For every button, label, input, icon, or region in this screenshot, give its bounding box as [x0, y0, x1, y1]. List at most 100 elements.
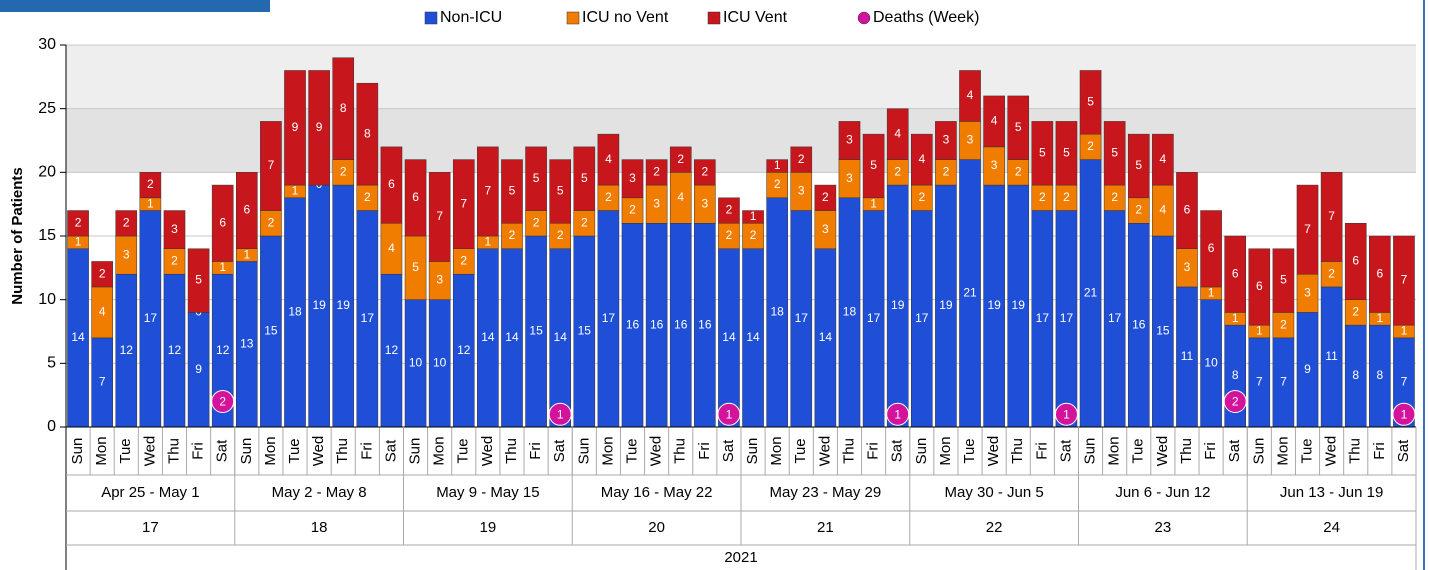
data-label: 17 [1036, 311, 1050, 325]
death-marker [548, 402, 572, 426]
x-tick-label: Thu [1178, 438, 1195, 464]
x-tick-label: Wed [141, 436, 158, 467]
data-label: 3 [991, 158, 998, 172]
x-tick-label: Fri [358, 442, 375, 460]
data-label: 2 [701, 165, 708, 179]
data-label: 5 [533, 171, 540, 185]
data-label: 14 [505, 330, 519, 344]
week-number-label: 22 [986, 519, 1003, 536]
data-label: 5 [412, 260, 419, 274]
x-tick-label: Sun [1082, 438, 1099, 465]
data-label: 13 [240, 336, 254, 350]
data-label: 9 [195, 362, 202, 376]
data-label: 19 [1012, 298, 1026, 312]
data-label: 17 [361, 311, 375, 325]
x-tick-label: Thu [840, 438, 857, 464]
data-label: 7 [268, 158, 275, 172]
bar-segment [935, 121, 957, 160]
x-tick-label: Mon [1274, 436, 1291, 465]
x-tick-label: Wed [479, 436, 496, 467]
week-number-label: 19 [480, 519, 497, 536]
x-tick-label: Tue [961, 438, 978, 463]
data-label: 1 [147, 196, 154, 210]
bar-segment [308, 70, 330, 186]
data-label: 14 [819, 330, 833, 344]
data-label: 11 [1181, 349, 1194, 363]
data-label: 16 [674, 317, 688, 331]
data-label: 2 [509, 228, 516, 242]
data-label: 2 [750, 228, 757, 242]
bar-segment [187, 248, 210, 313]
x-tick-label: Fri [696, 442, 713, 460]
bar-segment [260, 121, 282, 211]
bar-segment [236, 172, 258, 249]
data-label: 17 [144, 311, 158, 325]
data-label: 4 [967, 88, 974, 102]
bar-segment [645, 159, 668, 186]
data-label: 19 [337, 298, 351, 312]
data-label: 6 [243, 203, 250, 217]
data-label: 2 [75, 215, 82, 229]
data-label: 2 [1015, 165, 1022, 179]
death-marker [1392, 402, 1416, 426]
bar-segment [911, 133, 933, 186]
data-label: 12 [385, 343, 399, 357]
data-label: 1 [1232, 311, 1239, 325]
x-tick-label: Mon [431, 436, 448, 465]
x-tick-label: Sun [744, 438, 761, 465]
data-label: 1 [292, 184, 299, 198]
bar-segment [814, 184, 837, 211]
x-tick-label: Sun [913, 438, 930, 465]
x-tick-label: Thu [672, 438, 689, 464]
data-label: 3 [822, 222, 829, 236]
data-label: 18 [770, 305, 784, 319]
x-tick-label: Mon [937, 436, 954, 465]
bar-segment [211, 184, 234, 262]
x-tick-label: Tue [623, 438, 640, 463]
data-label: 2 [774, 177, 781, 191]
x-tick-label: Fri [527, 442, 544, 460]
data-label: 1 [750, 209, 757, 223]
header-strip [0, 0, 270, 12]
data-label: 17 [1060, 311, 1074, 325]
x-tick-label: Mon [599, 436, 616, 465]
data-label: 4 [388, 241, 395, 255]
data-label: 2 [605, 190, 612, 204]
data-label: 15 [1156, 324, 1170, 338]
x-tick-label: Fri [865, 442, 882, 460]
data-label: 5 [581, 171, 588, 185]
data-label: 1 [243, 247, 250, 261]
data-label: 2 [460, 254, 467, 268]
week-range-label: May 9 - May 15 [436, 484, 539, 501]
death-label: 2 [219, 395, 226, 409]
bar-segment [669, 146, 692, 173]
data-label: 5 [1015, 120, 1022, 134]
data-label: 4 [991, 114, 998, 128]
bar-segment [718, 197, 740, 224]
data-label: 2 [123, 215, 130, 229]
data-label: 2 [268, 215, 275, 229]
death-label: 1 [894, 407, 901, 421]
data-label: 7 [1256, 375, 1263, 389]
data-label: 1 [870, 196, 877, 210]
x-tick-label: Thu [1009, 438, 1026, 464]
data-label: 7 [1328, 209, 1335, 223]
bar-segment [1344, 223, 1367, 300]
x-tick-label: Thu [334, 438, 351, 464]
legend-marker [566, 11, 580, 25]
data-label: 3 [436, 273, 443, 287]
data-label: 2 [1087, 139, 1094, 153]
x-tick-label: Tue [792, 438, 809, 463]
data-label: 6 [412, 190, 419, 204]
x-tick-label: Mon [768, 436, 785, 465]
x-tick-label: Thu [503, 438, 520, 464]
data-label: 2 [147, 177, 154, 191]
bar-segment [284, 70, 306, 186]
death-marker [211, 390, 235, 414]
bar-segment [1127, 133, 1150, 199]
death-marker [717, 402, 741, 426]
data-label: 17 [867, 311, 881, 325]
bar-segment [356, 82, 379, 186]
x-tick-label: Fri [1033, 442, 1050, 460]
week-number-label: 17 [142, 519, 159, 536]
